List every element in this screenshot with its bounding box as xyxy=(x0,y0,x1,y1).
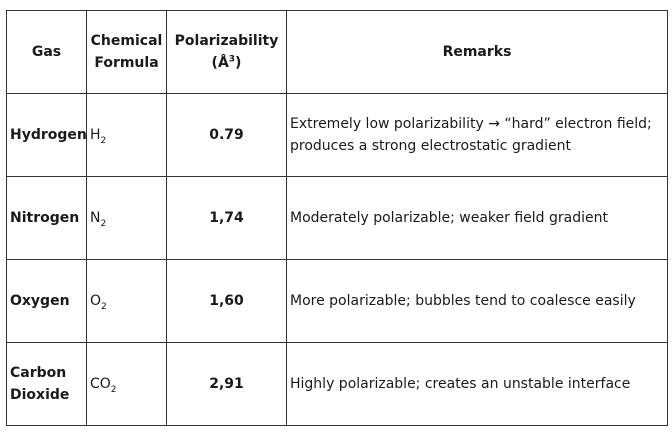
formula-subscript: 2 xyxy=(110,384,117,395)
gas-name-line1: Carbon xyxy=(10,365,67,381)
gas-name-line2: Dioxide xyxy=(10,387,70,403)
header-chemical-formula: Chemical Formula xyxy=(86,10,167,94)
gas-cell: Carbon Dioxide xyxy=(6,342,87,426)
remarks-line1: More polarizable; bubbles tend to coales… xyxy=(290,293,636,309)
formula-cell: N2 xyxy=(86,176,167,260)
formula-base: CO xyxy=(90,376,111,392)
header-pol-unit-close: ) xyxy=(235,55,242,71)
gas-name: Nitrogen xyxy=(10,210,80,226)
formula-subscript: 2 xyxy=(101,301,107,312)
remarks-cell: Extremely low polarizability → “hard” el… xyxy=(286,93,668,177)
remarks-line1: Extremely low polarizability → “hard” el… xyxy=(290,116,652,132)
remarks-line1: Highly polarizable; creates an unstable … xyxy=(290,376,631,392)
polarizability-cell: 0.79 xyxy=(166,93,287,177)
polarizability-value: 1,74 xyxy=(209,210,244,226)
table-row: Nitrogen N2 1,74 Moderately polarizable;… xyxy=(6,176,668,260)
formula-cell: CO2 xyxy=(86,342,167,426)
header-remarks-label: Remarks xyxy=(442,44,512,60)
formula-cell: H2 xyxy=(86,93,167,177)
remarks-cell: More polarizable; bubbles tend to coales… xyxy=(286,259,668,343)
remarks-line2: produces a strong electrostatic gradient xyxy=(290,138,571,154)
remarks-line1: Moderately polarizable; weaker field gra… xyxy=(290,210,608,226)
formula-subscript: 2 xyxy=(100,135,107,146)
gas-cell: Oxygen xyxy=(6,259,87,343)
header-gas: Gas xyxy=(6,10,87,94)
polarizability-value: 1,60 xyxy=(209,293,244,309)
gas-name: Oxygen xyxy=(10,293,70,309)
gas-polarizability-table-container: Gas Chemical Formula Polarizability (Å3)… xyxy=(6,10,668,426)
formula-cell: O2 xyxy=(86,259,167,343)
table-row: Hydrogen H2 0.79 Extremely low polarizab… xyxy=(6,93,668,177)
polarizability-cell: 1,60 xyxy=(166,259,287,343)
header-pol-unit-open: (Å xyxy=(211,55,229,71)
header-pol-unit-exponent: 3 xyxy=(228,54,236,65)
table-row: Oxygen O2 1,60 More polarizable; bubbles… xyxy=(6,259,668,343)
table-row: Carbon Dioxide CO2 2,91 Highly polarizab… xyxy=(6,342,668,426)
gas-name: Hydrogen xyxy=(10,127,87,143)
table-header-row: Gas Chemical Formula Polarizability (Å3)… xyxy=(6,10,668,94)
header-formula-line1: Chemical xyxy=(90,33,163,49)
gas-cell: Nitrogen xyxy=(6,176,87,260)
polarizability-value: 2,91 xyxy=(209,376,244,392)
formula-base: O xyxy=(90,293,102,309)
header-formula-line2: Formula xyxy=(94,55,159,71)
header-pol-line1: Polarizability xyxy=(174,33,279,49)
formula-base: N xyxy=(90,210,101,226)
header-polarizability: Polarizability (Å3) xyxy=(166,10,287,94)
polarizability-value: 0.79 xyxy=(209,127,244,143)
polarizability-cell: 1,74 xyxy=(166,176,287,260)
formula-base: H xyxy=(90,127,101,143)
remarks-cell: Highly polarizable; creates an unstable … xyxy=(286,342,668,426)
formula-subscript: 2 xyxy=(100,218,107,229)
gas-polarizability-table: Gas Chemical Formula Polarizability (Å3)… xyxy=(6,10,668,426)
polarizability-cell: 2,91 xyxy=(166,342,287,426)
header-remarks: Remarks xyxy=(286,10,668,94)
remarks-cell: Moderately polarizable; weaker field gra… xyxy=(286,176,668,260)
gas-cell: Hydrogen xyxy=(6,93,87,177)
header-gas-label: Gas xyxy=(31,44,62,60)
